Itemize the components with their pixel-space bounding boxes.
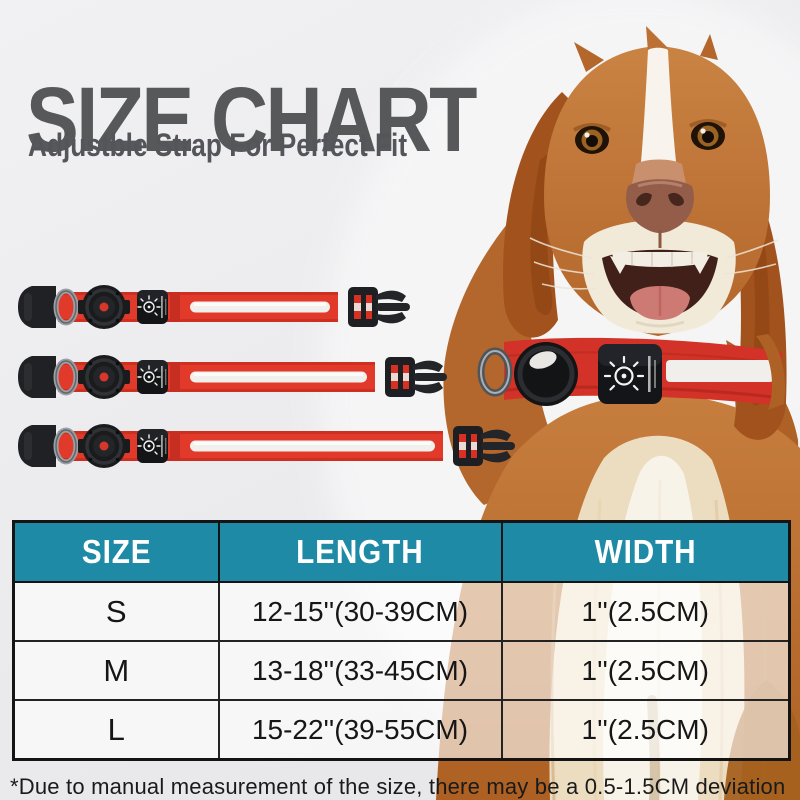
collar-sample-long <box>18 424 515 468</box>
cell-width-s: 1''(2.5CM) <box>500 581 791 642</box>
light-bulb-icon <box>137 434 161 455</box>
cell-width-m: 1''(2.5CM) <box>500 640 791 701</box>
light-bulb-icon <box>137 295 161 316</box>
cell-length-m: 13-18''(33-45CM) <box>217 640 503 701</box>
cell-length-s: 12-15''(30-39CM) <box>217 581 503 642</box>
col-header-width: WIDTH <box>500 520 791 583</box>
light-bulb-icon <box>137 365 161 386</box>
page-subtitle: Adjustble Strap For Perfect Fit <box>28 126 408 163</box>
round-tracker-case-icon <box>82 285 126 329</box>
light-bulb-icon <box>603 355 645 391</box>
buckle-frame <box>385 357 415 397</box>
dog-nose <box>626 179 694 233</box>
led-unit <box>137 360 168 394</box>
cell-size-m: M <box>12 640 220 701</box>
table-row: L 15-22''(39-55CM) 1''(2.5CM) <box>12 699 791 761</box>
buckle-prongs <box>481 429 515 463</box>
side-release-buckle-icon <box>18 425 56 467</box>
led-unit <box>598 344 662 404</box>
cell-size-l: L <box>12 699 220 761</box>
table-header-row: SIZE LENGTH WIDTH <box>12 520 791 583</box>
led-unit <box>137 290 168 324</box>
col-header-length: LENGTH <box>217 520 503 583</box>
col-header-size: SIZE <box>12 520 220 583</box>
size-table: SIZE LENGTH WIDTH S 12-15''(30-39CM) 1''… <box>12 520 791 761</box>
round-tracker-case-icon <box>514 342 578 406</box>
side-release-buckle-icon <box>18 286 56 328</box>
buckle-frame <box>453 426 483 466</box>
buckle-frame <box>348 287 378 327</box>
buckle-prongs <box>376 290 410 324</box>
table-row: S 12-15''(30-39CM) 1''(2.5CM) <box>12 581 791 642</box>
round-tracker-case-icon <box>82 424 126 468</box>
side-release-buckle-icon <box>18 356 56 398</box>
cell-width-l: 1''(2.5CM) <box>500 699 791 761</box>
open-mouth <box>602 249 718 320</box>
collar-sample-short <box>18 285 410 329</box>
dog-collar <box>477 334 786 410</box>
round-tracker-case-icon <box>82 355 126 399</box>
cell-length-l: 15-22''(39-55CM) <box>217 699 503 761</box>
cell-size-s: S <box>12 581 220 642</box>
measurement-deviation-note: *Due to manual measurement of the size, … <box>10 774 786 799</box>
page-title: SIZE CHART <box>26 68 478 171</box>
collar-sample-medium <box>18 355 447 399</box>
dog-eyes <box>573 119 727 154</box>
table-row: M 13-18''(33-45CM) 1''(2.5CM) <box>12 640 791 701</box>
whiskers <box>529 237 779 290</box>
reflective-stripe <box>666 360 774 382</box>
dog-head <box>529 26 779 336</box>
buckle-prongs <box>413 360 447 394</box>
led-unit <box>137 429 168 463</box>
